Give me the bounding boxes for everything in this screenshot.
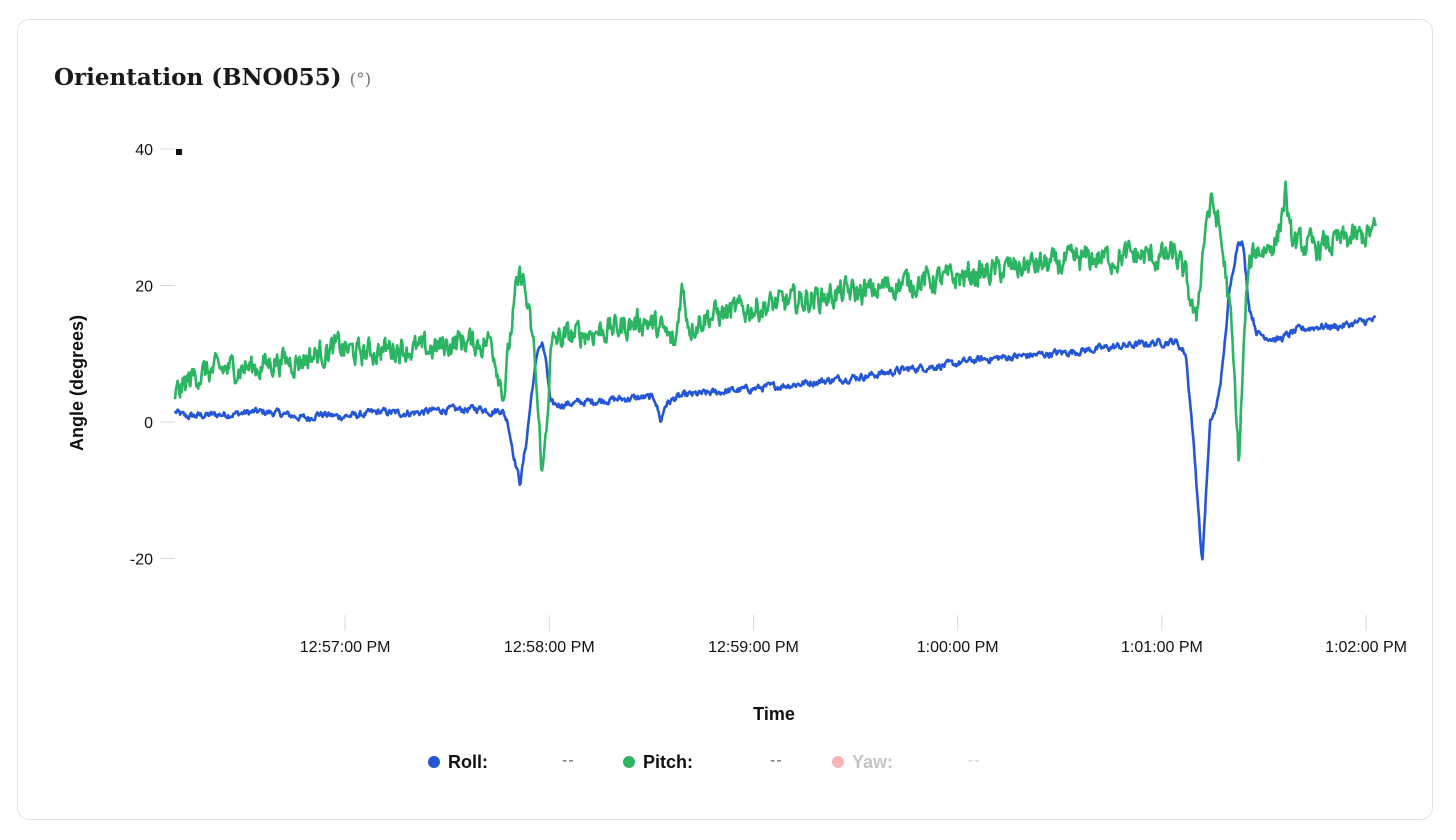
x-tick-label: 1:02:00 PM <box>1325 639 1407 656</box>
orientation-card <box>17 19 1433 820</box>
card-title-text: Orientation (BNO055) <box>54 64 342 91</box>
y-axis-title: Angle (degrees) <box>67 315 87 451</box>
y-tick-label: 0 <box>144 415 153 432</box>
x-tick-label: 1:01:00 PM <box>1121 639 1203 656</box>
legend-roll-value: -- <box>562 752 575 769</box>
legend-item-roll[interactable]: Roll: <box>428 748 488 776</box>
legend-pitch-dot <box>623 756 635 768</box>
card-unit: (°) <box>349 70 372 90</box>
plot-corner-marker <box>176 149 182 155</box>
legend-pitch-label: Pitch <box>643 751 688 772</box>
legend-pitch-value: -- <box>770 752 783 769</box>
y-tick-label: 40 <box>135 142 153 159</box>
series-line-pitch <box>173 180 1377 472</box>
legend-roll-dot <box>428 756 440 768</box>
chart-legend: Roll: -- Pitch: -- Yaw: -- <box>0 748 1456 776</box>
legend-yaw-label: Yaw <box>852 751 888 772</box>
legend-yaw-value: -- <box>968 752 981 769</box>
x-tick-label: 1:00:00 PM <box>917 639 999 656</box>
x-tick-label: 12:57:00 PM <box>300 639 391 656</box>
orientation-line-chart: -20 0 20 40 12:57:00 PM 12:58:00 PM 12:59:00 P… <box>67 142 1407 724</box>
y-tick-label: 20 <box>135 279 153 296</box>
legend-item-yaw[interactable]: Yaw: <box>832 748 893 776</box>
card-title: Orientation (BNO055) (°) <box>54 64 371 91</box>
legend-item-pitch[interactable]: Pitch: <box>623 748 693 776</box>
x-tick-label: 12:59:00 PM <box>708 639 799 656</box>
y-tick-label: -20 <box>130 552 153 569</box>
x-tick-label: 12:58:00 PM <box>504 639 595 656</box>
legend-roll-label: Roll <box>448 751 482 772</box>
x-axis-title: Time <box>753 704 795 724</box>
legend-yaw-dot <box>832 756 844 768</box>
series-line-roll <box>173 240 1377 561</box>
